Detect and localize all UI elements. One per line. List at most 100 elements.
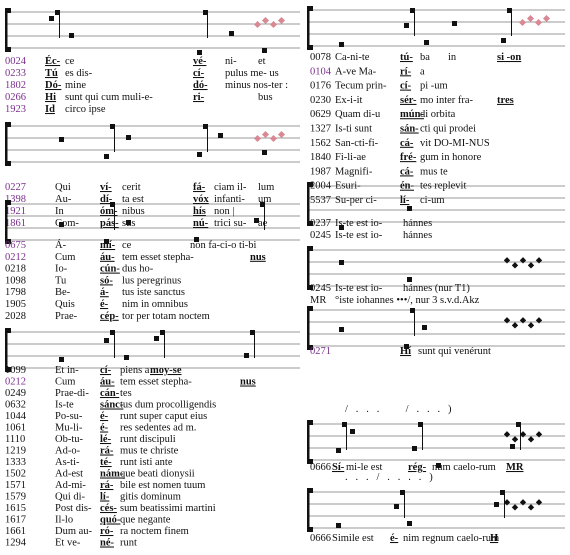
syllable: um	[258, 194, 271, 205]
row-id: 0666	[310, 533, 331, 544]
note	[59, 357, 64, 362]
syllable: Dó-	[45, 80, 62, 91]
syllable: cés-	[100, 503, 117, 514]
syllable: ce	[122, 240, 132, 251]
syllable: Po-su-	[55, 411, 83, 422]
note	[203, 124, 208, 129]
diamond-note	[253, 20, 262, 29]
syllable: bus	[258, 92, 273, 103]
row-id: 1615	[5, 503, 26, 514]
syllable: nus	[240, 377, 256, 388]
clef-head	[5, 328, 11, 333]
diamond-note	[269, 134, 278, 143]
row-id: MR	[310, 295, 326, 306]
syllable: áu-	[100, 252, 115, 263]
syllable: rég-	[408, 462, 427, 473]
syllable: Et ve-	[55, 538, 81, 549]
clef-foot	[307, 345, 313, 350]
clef-foot	[307, 221, 313, 226]
row-id: 0233	[5, 68, 26, 79]
syllable: tem esset stepha-	[120, 377, 192, 388]
clef-head	[307, 420, 313, 425]
syllable: tres	[497, 95, 514, 106]
note	[262, 48, 267, 53]
syllable: Qui	[55, 182, 71, 193]
row-id: 0632	[5, 400, 26, 411]
note	[260, 202, 265, 207]
syllable: ba	[420, 52, 430, 63]
note	[516, 422, 521, 427]
note	[104, 239, 109, 244]
syllable: cti qui prodei	[420, 124, 476, 135]
note	[160, 330, 165, 335]
diamond-note	[503, 499, 511, 506]
row-id: 1987	[310, 166, 331, 177]
diamond-note	[511, 436, 519, 443]
note	[55, 10, 60, 15]
note	[218, 133, 223, 138]
note	[436, 463, 441, 468]
syllable: nibus	[122, 206, 145, 217]
row-id: 1294	[5, 538, 27, 549]
syllable: rá-	[100, 480, 114, 491]
syllable: tor per totam noctem	[122, 311, 210, 322]
syllable: vé-	[193, 56, 207, 67]
row-id: 0176	[310, 81, 331, 92]
row-id: 1923	[5, 104, 26, 115]
note	[404, 344, 409, 349]
row-id: 0629	[310, 109, 331, 120]
syllable: ró-	[100, 526, 114, 537]
syllable: óm-	[100, 206, 118, 217]
row-id: 1617	[5, 515, 26, 526]
syllable: sunt qui cum muli-e-	[65, 92, 153, 103]
syllable: té-	[100, 457, 112, 468]
syllable: mus te	[420, 166, 448, 177]
clef-head	[307, 246, 313, 251]
row-id: 0212	[5, 252, 26, 263]
syllable: cán-	[100, 388, 120, 399]
diamond-note	[542, 14, 551, 23]
syllable: tem esset stepha-	[122, 252, 194, 263]
syllable: Ad-est	[55, 469, 83, 480]
syllable: sánc-	[100, 400, 124, 411]
clef	[5, 122, 8, 166]
row-id: 0104	[310, 66, 332, 77]
clef-head	[307, 6, 313, 11]
diamond-note	[269, 20, 278, 29]
row-id: 0666	[310, 462, 331, 473]
syllable: San-cti-fi-	[335, 138, 379, 149]
syllable: dí-	[100, 194, 113, 205]
diamond-note	[526, 14, 535, 23]
syllable: cí-	[193, 68, 205, 79]
syllable: Éc-	[45, 55, 61, 67]
note	[418, 422, 423, 427]
syllable: Quam di-u	[335, 109, 381, 120]
syllable: né-	[100, 538, 115, 549]
diamond-note	[503, 431, 511, 438]
note	[404, 23, 409, 28]
diamond-note	[511, 322, 519, 329]
diamond-note	[518, 18, 527, 27]
row-id: 1098	[5, 275, 26, 286]
row-id: 1861	[5, 218, 26, 229]
note	[110, 330, 115, 335]
note	[124, 355, 129, 360]
syllable: dus ho-	[122, 264, 154, 275]
syllable: Su-per ci-	[335, 195, 377, 206]
syllable: ta est	[122, 194, 144, 205]
clef-head	[307, 182, 313, 187]
syllable: cí-	[400, 81, 412, 92]
syllable: nus	[250, 252, 266, 263]
syllable: res sedentes ad m.	[120, 423, 196, 434]
syllable: Dum au-	[55, 526, 93, 537]
syllable: Id	[45, 104, 55, 115]
note	[510, 444, 515, 449]
note	[262, 150, 267, 155]
syllable: ae	[258, 218, 268, 229]
diamond-note	[511, 504, 519, 511]
syllable: Mu-li-	[55, 423, 83, 434]
note	[394, 504, 399, 509]
syllable: Sí-	[332, 462, 345, 473]
note	[350, 429, 355, 434]
syllable: ví-	[100, 182, 112, 193]
